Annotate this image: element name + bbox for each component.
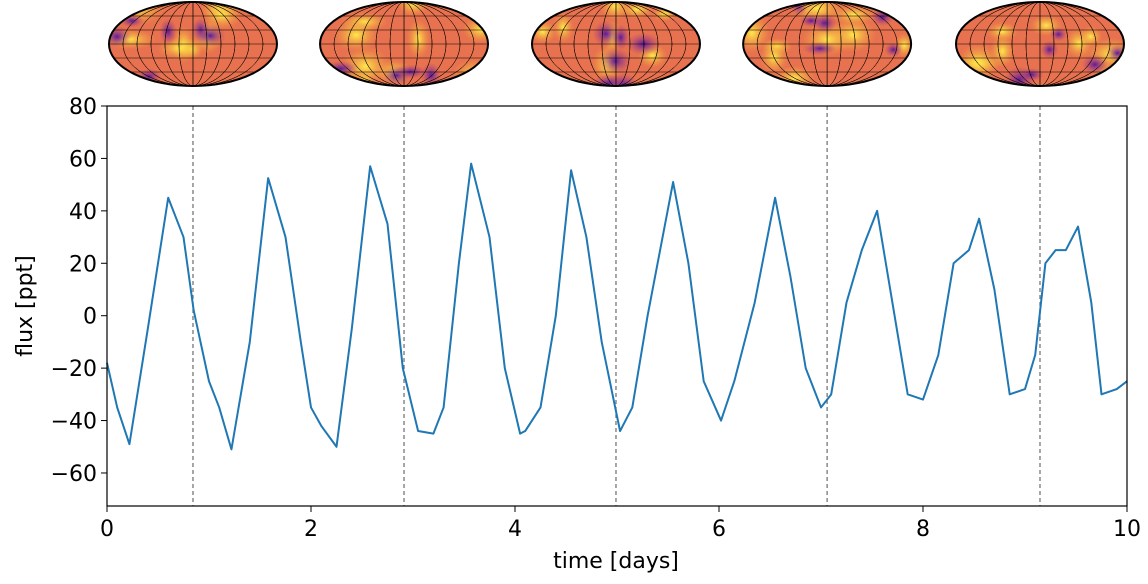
x-tick-label: 4 bbox=[508, 517, 522, 542]
map-spot bbox=[1050, 27, 1068, 41]
map bbox=[309, 0, 499, 95]
x-axis-label: time [days] bbox=[553, 549, 679, 574]
map-spot bbox=[884, 42, 902, 57]
y-tick-label: 20 bbox=[69, 252, 97, 277]
y-tick-label: 60 bbox=[69, 147, 97, 172]
y-axis-label: flux [ppt] bbox=[13, 255, 38, 357]
map-spot bbox=[334, 18, 379, 52]
x-tick-label: 6 bbox=[712, 517, 726, 542]
y-tick-label: −60 bbox=[51, 462, 97, 487]
plot-frame bbox=[107, 106, 1127, 506]
map-spot bbox=[1019, 68, 1044, 81]
map-spot bbox=[463, 15, 499, 43]
map bbox=[733, 0, 915, 91]
map-spot bbox=[159, 18, 177, 45]
map-spot bbox=[1040, 41, 1058, 59]
y-tick-label: 80 bbox=[69, 95, 97, 120]
map-spot bbox=[799, 14, 823, 27]
x-tick-label: 0 bbox=[100, 517, 114, 542]
y-tick-label: −20 bbox=[51, 357, 97, 382]
map-spot bbox=[803, 42, 837, 56]
y-tick-label: −40 bbox=[51, 410, 97, 435]
x-tick-label: 2 bbox=[304, 517, 318, 542]
y-tick-label: 0 bbox=[83, 305, 97, 330]
map-spot bbox=[452, 59, 499, 90]
map-spot bbox=[553, 12, 574, 42]
x-tick-label: 8 bbox=[916, 517, 930, 542]
y-tick-label: 40 bbox=[69, 200, 97, 225]
x-tick-label: 10 bbox=[1113, 517, 1141, 542]
series-line bbox=[107, 164, 1127, 450]
map-spot bbox=[407, 19, 430, 59]
maps bbox=[102, 0, 1135, 101]
map-spot bbox=[309, 3, 339, 26]
map-spot bbox=[533, 67, 556, 85]
